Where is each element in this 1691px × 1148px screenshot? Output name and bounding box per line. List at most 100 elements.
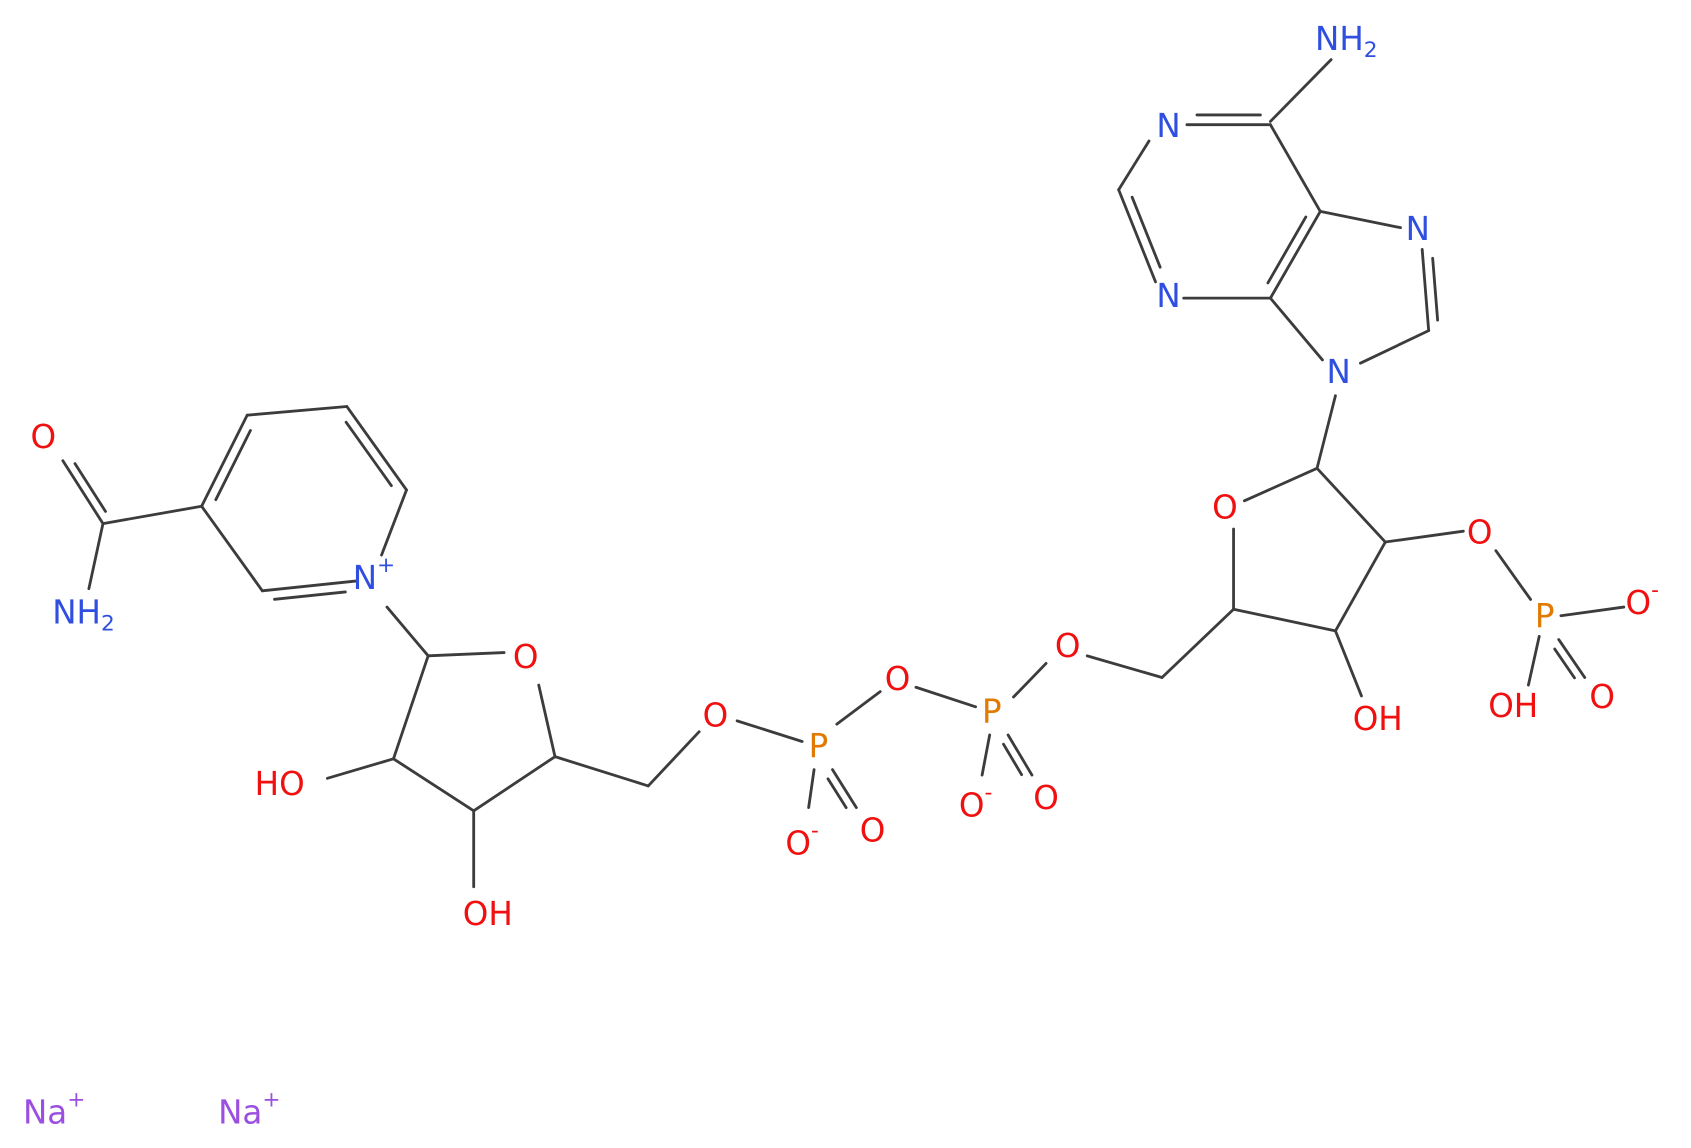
bond <box>472 755 557 813</box>
bond <box>1431 256 1440 322</box>
bond <box>1420 247 1431 333</box>
atom-label: O <box>860 812 886 850</box>
bond <box>200 504 264 593</box>
bond <box>914 685 977 709</box>
bond <box>1002 742 1024 777</box>
bond <box>1242 466 1319 503</box>
atom-label: NH2 <box>52 594 115 637</box>
bond <box>980 733 992 777</box>
atom-symbol: NH <box>52 594 101 632</box>
atom-symbol: N <box>1406 210 1430 248</box>
bond <box>392 654 430 761</box>
bond <box>214 429 252 502</box>
bond <box>273 590 347 601</box>
atom-symbol: O <box>1467 513 1493 551</box>
bond <box>1494 549 1532 601</box>
bond <box>831 768 858 810</box>
bond <box>835 690 882 726</box>
bond <box>73 462 107 513</box>
atom-symbol: O <box>703 697 729 735</box>
atom-symbol: O <box>1212 489 1238 527</box>
bond <box>1315 466 1387 544</box>
bond <box>1006 733 1034 777</box>
atom-symbol: N <box>1156 277 1180 315</box>
bond <box>245 405 349 417</box>
bond <box>1559 605 1626 618</box>
bond <box>735 719 804 743</box>
atom-symbol: P <box>809 727 829 765</box>
bond <box>344 420 393 488</box>
atom-label: O <box>703 697 729 735</box>
atom-symbol: O <box>31 418 57 456</box>
atom-label: O <box>1212 489 1238 527</box>
atom-label: NH2 <box>1315 20 1378 63</box>
bond <box>1269 123 1322 213</box>
atom-symbol: O <box>1033 779 1059 817</box>
atom-charge: + <box>377 553 395 578</box>
bond <box>1553 647 1576 680</box>
atom-label: N <box>1327 353 1351 391</box>
atom-label: P <box>809 727 829 765</box>
atom-subscript: 2 <box>1364 38 1378 63</box>
atom-label: O <box>1467 513 1493 551</box>
atom-label: P <box>982 692 1002 730</box>
bond <box>1232 607 1337 633</box>
atom-symbol: O <box>959 787 985 825</box>
bond <box>1012 662 1048 699</box>
bond <box>646 730 701 788</box>
atom-symbol: O <box>885 660 911 698</box>
atom-symbol: O <box>1626 584 1652 622</box>
atom-charge: - <box>811 818 819 843</box>
atom-label: O- <box>959 781 992 825</box>
atom-charge: + <box>67 1087 85 1112</box>
bond <box>1334 540 1387 633</box>
atom-label: O- <box>1626 578 1659 622</box>
atom-symbol: OH <box>463 895 513 933</box>
atom-label: Na+ <box>23 1087 85 1131</box>
bond <box>1160 607 1235 679</box>
atom-label: N <box>1156 277 1180 315</box>
bond <box>260 579 357 593</box>
bond <box>826 777 848 810</box>
atom-subscript: 2 <box>101 611 115 636</box>
bond <box>1269 58 1333 123</box>
atom-label: O <box>1033 779 1059 817</box>
atom-charge: - <box>1651 578 1659 603</box>
bond <box>1334 629 1363 698</box>
bond <box>1085 654 1164 679</box>
atom-symbol: O <box>1589 678 1615 716</box>
bond <box>380 488 408 557</box>
bond <box>1117 139 1151 192</box>
bond <box>1526 634 1541 687</box>
bond <box>1117 188 1157 284</box>
atom-symbol: O <box>513 638 539 676</box>
bond <box>200 413 249 508</box>
atom-symbol: HO <box>255 765 305 803</box>
atom-label: Na+ <box>218 1087 280 1131</box>
bond <box>426 651 506 658</box>
atom-symbol: N <box>353 559 377 597</box>
atom-symbol: P <box>982 692 1002 730</box>
atom-label: O <box>1589 678 1615 716</box>
atom-label: OH <box>1353 700 1403 738</box>
atom-label: HO <box>255 765 305 803</box>
bond <box>1266 215 1308 285</box>
bond <box>87 522 105 591</box>
bond <box>1269 296 1324 362</box>
atom-label: N <box>1406 210 1430 248</box>
atom-charge: - <box>984 781 992 806</box>
atom-symbol: O <box>785 825 811 863</box>
atom-label: O <box>513 638 539 676</box>
atom-symbol: N <box>1327 353 1351 391</box>
bond <box>392 757 476 813</box>
bond <box>1358 329 1431 365</box>
bond <box>1315 394 1337 470</box>
bond <box>61 459 105 526</box>
atom-label: N <box>1156 107 1180 145</box>
atom-symbol: N <box>1156 107 1180 145</box>
atom-symbol: O <box>1055 627 1081 665</box>
atom-label: O <box>31 418 57 456</box>
atom-symbol: O <box>860 812 886 850</box>
bond <box>553 755 650 788</box>
